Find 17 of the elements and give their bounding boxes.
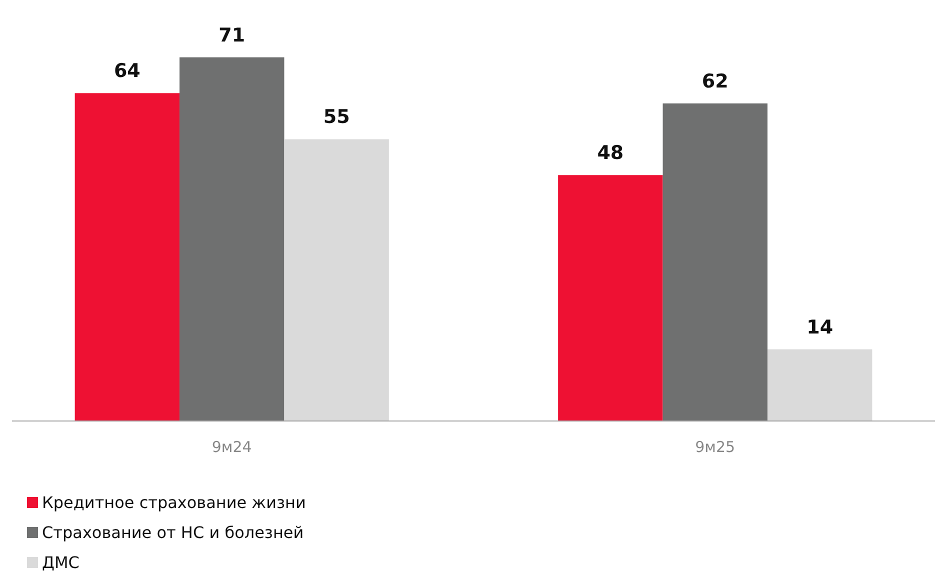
bar <box>74 93 180 421</box>
data-label: 64 <box>114 60 140 82</box>
legend-label: Страхование от НС и болезней <box>42 523 304 542</box>
data-label: 62 <box>702 70 728 92</box>
bar <box>558 175 663 421</box>
legend-label: Кредитное страхование жизни <box>42 493 306 512</box>
bar <box>180 57 284 421</box>
legend-label: ДМС <box>42 553 80 571</box>
bar <box>767 349 872 421</box>
data-label: 14 <box>806 316 834 338</box>
data-label: 55 <box>323 106 350 128</box>
x-tick-label: 9м24 <box>212 438 252 456</box>
bar <box>662 103 768 421</box>
bar <box>284 139 389 421</box>
data-label: 48 <box>597 142 624 164</box>
data-label: 71 <box>218 24 246 46</box>
x-tick-label: 9м25 <box>695 438 736 456</box>
